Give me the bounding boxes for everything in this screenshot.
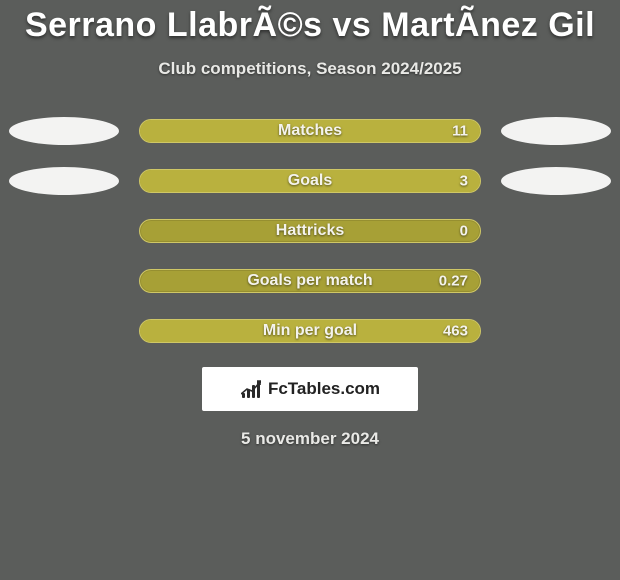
left-ellipse-icon: [9, 167, 119, 195]
stat-label: Matches: [278, 122, 342, 140]
stat-row: Hattricks 0: [0, 217, 620, 245]
page-root: Serrano LlabrÃ©s vs MartÃ­nez Gil Club c…: [0, 0, 620, 580]
brand-text: FcTables.com: [268, 379, 380, 399]
stat-row: Goals 3: [0, 167, 620, 195]
stat-value: 3: [460, 173, 468, 190]
stat-row: Matches 11: [0, 117, 620, 145]
stat-bar: Min per goal 463: [139, 319, 481, 343]
stat-label: Hattricks: [276, 222, 344, 240]
page-subtitle: Club competitions, Season 2024/2025: [0, 59, 620, 79]
stat-value: 463: [443, 323, 468, 340]
stat-bar: Matches 11: [139, 119, 481, 143]
stat-value: 0: [460, 223, 468, 240]
stat-row: Goals per match 0.27: [0, 267, 620, 295]
stats-container: Matches 11 Goals 3 Hattricks 0 Goals per match…: [0, 117, 620, 345]
stat-bar: Goals per match 0.27: [139, 269, 481, 293]
stat-label: Min per goal: [263, 322, 357, 340]
page-title: Serrano LlabrÃ©s vs MartÃ­nez Gil: [0, 6, 620, 45]
brand-logo-icon: [240, 380, 262, 398]
stat-bar: Goals 3: [139, 169, 481, 193]
stat-label: Goals: [288, 172, 332, 190]
right-ellipse-icon: [501, 117, 611, 145]
date-label: 5 november 2024: [0, 429, 620, 449]
stat-row: Min per goal 463: [0, 317, 620, 345]
stat-bar: Hattricks 0: [139, 219, 481, 243]
stat-value: 11: [452, 123, 468, 140]
stat-value: 0.27: [439, 273, 468, 290]
left-ellipse-icon: [9, 117, 119, 145]
brand-badge: FcTables.com: [202, 367, 418, 411]
right-ellipse-icon: [501, 167, 611, 195]
stat-label: Goals per match: [247, 272, 372, 290]
